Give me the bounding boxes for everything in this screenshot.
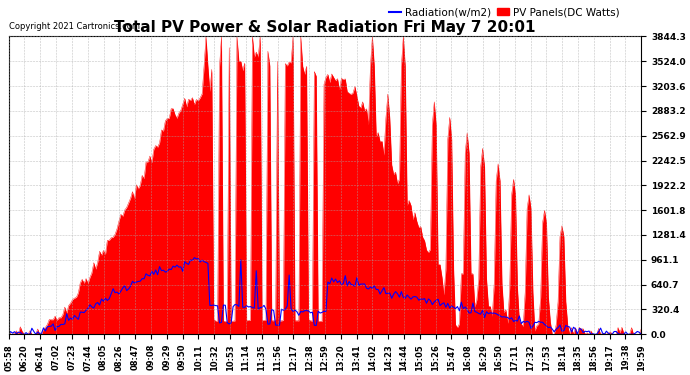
Title: Total PV Power & Solar Radiation Fri May 7 20:01: Total PV Power & Solar Radiation Fri May… (115, 20, 535, 35)
Text: Copyright 2021 Cartronics.com: Copyright 2021 Cartronics.com (9, 21, 139, 30)
Legend: Radiation(w/m2), PV Panels(DC Watts): Radiation(w/m2), PV Panels(DC Watts) (385, 3, 623, 21)
